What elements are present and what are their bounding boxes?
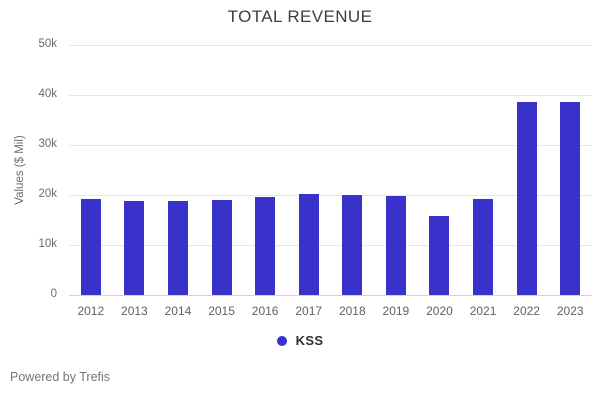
bar-2022[interactable] [516, 102, 537, 295]
bar-2020[interactable] [429, 216, 450, 295]
bar-2021[interactable] [473, 198, 494, 295]
x-tick-label: 2016 [251, 304, 279, 318]
x-tick-label: 2021 [469, 304, 497, 318]
legend-item-kss[interactable]: KSS [0, 333, 600, 348]
bar-2016[interactable] [255, 197, 276, 295]
legend-dot-icon [276, 335, 287, 346]
y-tick-label: 0 [50, 288, 57, 300]
y-tick-label: 50k [38, 38, 57, 50]
x-axis-baseline [69, 295, 592, 296]
bar-2013[interactable] [124, 201, 145, 295]
x-tick-label: 2018 [338, 304, 366, 318]
y-tick-label: 40k [38, 88, 57, 100]
bar-2015[interactable] [211, 200, 232, 295]
bar-2014[interactable] [167, 201, 188, 295]
x-tick-label: 2019 [382, 304, 410, 318]
y-tick-label: 30k [38, 138, 57, 150]
y-tick-label: 20k [38, 188, 57, 200]
bar-2019[interactable] [385, 196, 406, 295]
gridline [69, 45, 592, 46]
x-tick-label: 2013 [121, 304, 148, 318]
gridline [69, 145, 592, 146]
gridline [69, 195, 592, 196]
bar-2012[interactable] [80, 199, 101, 295]
x-tick-label: 2015 [208, 304, 235, 318]
chart-title: TOTAL REVENUE [227, 7, 373, 26]
bar-2018[interactable] [342, 194, 363, 295]
x-tick-label: 2020 [426, 304, 453, 318]
x-tick-label: 2014 [164, 304, 192, 318]
bar-2017[interactable] [298, 194, 319, 295]
y-tick-label: 10k [38, 238, 57, 250]
bar-2023[interactable] [560, 101, 581, 295]
gridline [69, 245, 592, 246]
gridline [69, 95, 592, 96]
x-tick-label: 2012 [77, 304, 105, 318]
x-tick-label: 2022 [513, 304, 540, 318]
x-tick-label: 2023 [556, 304, 584, 318]
plot-area [69, 45, 592, 296]
x-tick-label: 2017 [295, 304, 323, 318]
legend-label: KSS [295, 333, 324, 348]
powered-by-trefis: Powered by Trefis [10, 370, 111, 384]
